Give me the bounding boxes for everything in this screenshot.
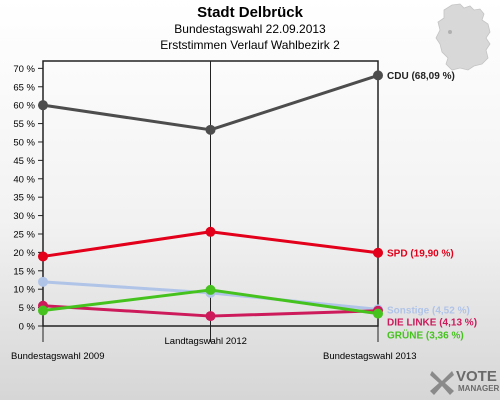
- y-tick-label: 70 %: [13, 64, 35, 75]
- series-label-die-linke: DIE LINKE (4,13 %): [387, 318, 477, 329]
- y-tick-label: 40 %: [13, 174, 35, 185]
- data-point-sonstige: [38, 276, 48, 287]
- y-tick-label: 15 %: [13, 266, 35, 277]
- y-tick-label: 45 %: [13, 156, 35, 167]
- data-point-cdu: [205, 124, 216, 135]
- y-tick-label: 55 %: [13, 119, 35, 130]
- data-point-cdu: [373, 70, 383, 81]
- x-tick-label: Bundestagswahl 2009: [11, 351, 105, 362]
- y-tick-label: 5 %: [19, 303, 36, 314]
- y-tick-label: 60 %: [13, 101, 35, 112]
- vote-manager-logo: VOTE MANAGER: [428, 366, 500, 398]
- y-tick-label: 30 %: [13, 211, 35, 222]
- y-tick-label: 50 %: [13, 137, 35, 148]
- series-label-gr-ne: GRÜNE (3,36 %): [387, 328, 464, 341]
- y-tick-label: 65 %: [13, 82, 35, 93]
- chart-subtitle-district: Erststimmen Verlauf Wahlbezirk 2: [160, 38, 340, 52]
- germany-map-icon: [435, 3, 491, 71]
- y-tick-label: 20 %: [13, 248, 35, 259]
- x-tick-label: Landtagswahl 2012: [165, 336, 247, 347]
- data-point-die-linke: [205, 311, 216, 322]
- chart-subtitle-election: Bundestagswahl 22.09.2013: [174, 22, 326, 36]
- data-point-spd: [38, 251, 48, 262]
- y-tick-label: 0 %: [19, 322, 36, 333]
- data-point-gr-ne: [373, 308, 383, 319]
- y-tick-label: 25 %: [13, 229, 35, 240]
- data-point-gr-ne: [205, 284, 216, 295]
- data-point-spd: [373, 247, 383, 258]
- logo-text-vote: VOTE: [456, 368, 497, 385]
- chart-title: Stadt Delbrück: [197, 4, 303, 21]
- data-point-cdu: [38, 100, 48, 111]
- y-tick-label: 10 %: [13, 285, 35, 296]
- x-tick-label: Bundestagswahl 2013: [323, 351, 417, 362]
- series-label-spd: SPD (19,90 %): [387, 248, 454, 259]
- series-label-cdu: CDU (68,09 %): [387, 71, 455, 82]
- vote-x-icon: [430, 371, 454, 395]
- data-point-spd: [205, 226, 216, 237]
- y-tick-label: 35 %: [13, 193, 35, 204]
- logo-text-manager: MANAGER: [458, 384, 500, 393]
- data-point-gr-ne: [38, 305, 48, 316]
- series-label-sonstige: Sonstige (4,52 %): [387, 306, 470, 317]
